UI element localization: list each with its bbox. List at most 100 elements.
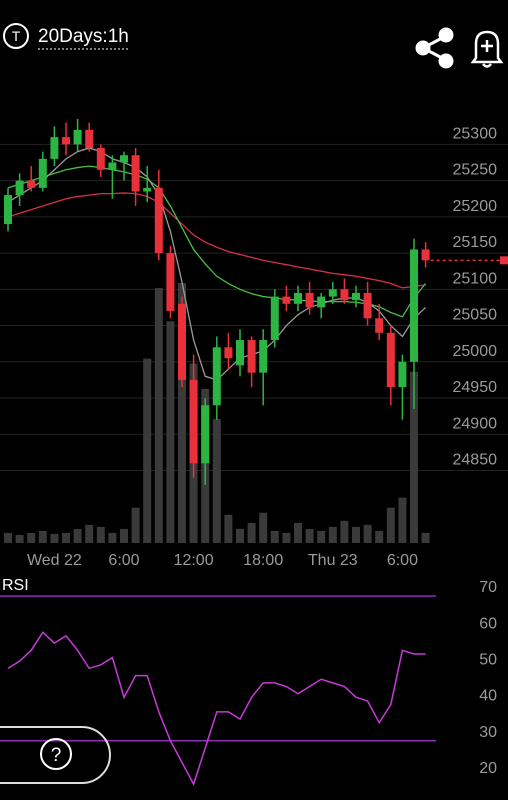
- candle-body: [27, 180, 36, 188]
- candle-body: [294, 292, 302, 304]
- candle-body: [96, 147, 105, 170]
- volume-bar: [62, 532, 70, 543]
- volume-bar: [340, 520, 349, 543]
- y-tick-label: 24900: [453, 415, 498, 432]
- volume-bar: [50, 533, 59, 543]
- rsi-panel: RSI 20 30 40 50 60 70: [0, 577, 497, 787]
- volume-bar: [4, 532, 12, 543]
- y-tick-label: 25000: [453, 343, 498, 360]
- alert-icon[interactable]: [470, 30, 504, 68]
- candle-body: [305, 292, 314, 308]
- y-tick-label: 25300: [453, 125, 498, 142]
- volume-bar: [27, 532, 36, 543]
- candle-body: [270, 296, 279, 341]
- volume-bar: [73, 528, 82, 543]
- candle-body: [131, 155, 140, 192]
- volume-bar: [317, 530, 326, 543]
- help[interactable]: ?: [51, 745, 62, 766]
- y-tick-label: 25200: [453, 198, 498, 215]
- candle-body: [4, 195, 12, 225]
- candle-body: [212, 347, 221, 406]
- volume-bar: [398, 497, 407, 543]
- volume-bar: [131, 507, 140, 543]
- candle-body: [247, 340, 256, 373]
- candle-body: [421, 249, 430, 261]
- volume-bar: [305, 528, 314, 543]
- candle-body: [282, 296, 291, 304]
- moving-average: [7, 192, 426, 289]
- candle-body: [166, 253, 175, 312]
- last-price-tag: [500, 256, 508, 265]
- candle-body: [410, 249, 418, 362]
- candle-body: [317, 296, 326, 308]
- y-tick-label: 30: [479, 724, 497, 741]
- candle-body: [108, 162, 117, 170]
- volume-bar: [294, 522, 302, 543]
- volume-bar: [38, 530, 47, 543]
- volume-bar: [120, 528, 128, 543]
- candle-body: [363, 292, 372, 319]
- volume-bar: [154, 288, 163, 543]
- logo-circle: [3, 23, 29, 49]
- x-tick-label: 6:00: [387, 552, 418, 569]
- candle-body: [340, 289, 349, 301]
- candle-body: [224, 347, 233, 359]
- volume-bar: [259, 512, 268, 543]
- candle-body: [85, 129, 94, 148]
- volume-bar: [96, 526, 105, 543]
- volume-bar: [236, 528, 244, 543]
- volume-bar: [328, 526, 337, 543]
- volume-bar: [15, 534, 24, 543]
- volume-bar: [352, 526, 360, 543]
- candle-body: [73, 129, 82, 145]
- y-tick-label: 25050: [453, 307, 498, 324]
- volume-bar: [85, 524, 94, 543]
- x-tick-label: Wed 22: [27, 552, 82, 569]
- candle-body: [178, 303, 186, 380]
- y-tick-label: 24950: [453, 379, 498, 396]
- candle-body: [328, 289, 337, 297]
- volume-bar: [270, 530, 279, 543]
- volume-bar: [363, 524, 372, 543]
- rsi-line: [7, 631, 426, 787]
- candle-body: [15, 180, 24, 196]
- candle-body: [386, 332, 395, 388]
- volume-bar: [410, 371, 418, 543]
- help-button[interactable]: ?: [0, 726, 111, 784]
- candle-body: [154, 187, 163, 254]
- candle-body: [38, 158, 47, 188]
- candle-body: [398, 361, 407, 388]
- logo: T: [12, 28, 21, 44]
- volume-bar: [178, 283, 186, 543]
- x-tick-label: 12:00: [174, 552, 214, 569]
- candle-body: [143, 187, 152, 192]
- timeframe[interactable]: 20Days:1h: [38, 26, 129, 47]
- x-tick-label: Thu 23: [308, 552, 358, 569]
- volume-bar: [224, 514, 233, 543]
- x-tick-label: 6:00: [108, 552, 139, 569]
- volume-bar: [375, 530, 384, 543]
- y-tick-label: 50: [479, 651, 497, 668]
- candle-body: [120, 155, 128, 163]
- candle-body: [352, 292, 360, 301]
- price-panel: 24850 24900 24950 25000 25050 25100 25150 25200…: [0, 118, 508, 569]
- share-icon[interactable]: [415, 27, 454, 69]
- volume-bar: [421, 532, 430, 543]
- panel-title: RSI: [2, 577, 29, 594]
- volume-bar: [282, 532, 291, 543]
- candle-body: [62, 137, 70, 145]
- volume-bar: [247, 522, 256, 543]
- volume-bar: [386, 507, 395, 543]
- candle-body: [375, 318, 384, 333]
- candle-body: [259, 340, 268, 373]
- y-tick-label: 60: [479, 615, 497, 632]
- y-tick-label: 25100: [453, 270, 498, 287]
- volume-bar: [108, 532, 117, 543]
- y-tick-label: 25250: [453, 162, 498, 179]
- candle-body: [201, 405, 210, 464]
- moving-average: [7, 165, 427, 318]
- y-tick-label: 25150: [453, 234, 498, 251]
- y-tick-label: 70: [479, 579, 497, 596]
- y-tick-label: 40: [479, 688, 497, 705]
